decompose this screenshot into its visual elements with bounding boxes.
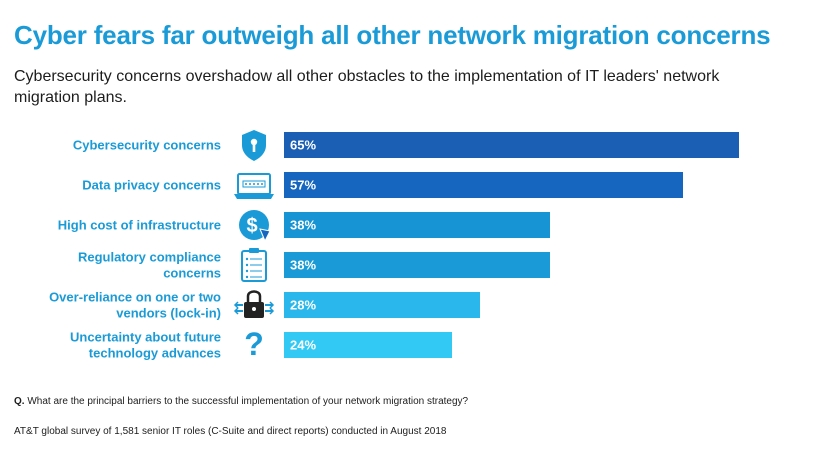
chart-title: Cyber fears far outweigh all other netwo… [14,20,771,50]
survey-question: Q. What are the principal barriers to th… [14,396,468,407]
bar [284,292,480,318]
bar-value-label: 65% [290,138,316,153]
password-screen-icon [234,173,274,199]
svg-text:$: $ [246,215,257,237]
category-label: Data privacy concerns [82,178,221,193]
bar-value-label: 38% [290,258,316,273]
bar-value-label: 38% [290,218,316,233]
category-label: Cybersecurity concerns [73,138,221,153]
shield-icon [242,130,266,161]
category-label: Regulatory compliance concerns [78,250,221,281]
dollar-globe-icon: $ [239,210,271,243]
bar [284,252,550,278]
bar-value-label: 57% [290,178,316,193]
bar [284,132,739,158]
bar-value-label: 28% [290,298,316,313]
svg-text:?: ? [244,326,264,362]
bar [284,212,550,238]
category-label: Uncertainty about future technology advan… [70,330,221,361]
question-text: What are the principal barriers to the s… [24,396,469,407]
question-prefix: Q. [14,396,25,407]
category-label: Over-reliance on one or two vendors (lock… [49,290,221,321]
source-note: AT&T global survey of 1,581 senior IT ro… [14,426,447,437]
question-mark-icon: ? [244,326,264,362]
bar [284,332,452,358]
category-label: High cost of infrastructure [58,218,221,233]
padlock-icon [233,290,275,318]
chart-subtitle: Cybersecurity concerns overshadow all ot… [14,68,720,106]
bar [284,172,683,198]
bar-value-label: 24% [290,338,316,353]
clipboard-icon [241,248,267,282]
